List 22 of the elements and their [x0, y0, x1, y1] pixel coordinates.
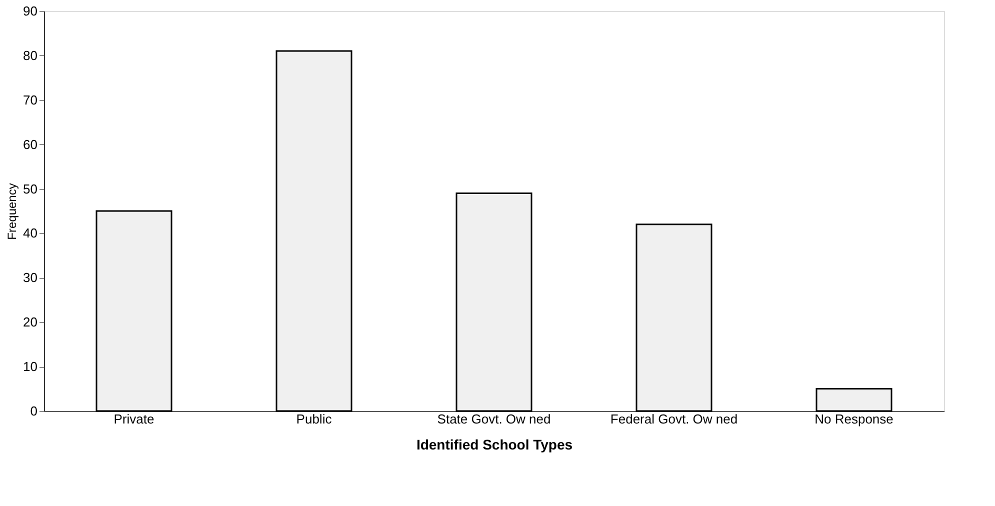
y-tick-label: 0 [30, 404, 38, 418]
y-axis-title: Frequency [5, 183, 20, 240]
y-tick-label: 40 [23, 226, 38, 241]
y-tick-label: 60 [23, 136, 38, 152]
y-tick-label: 50 [23, 181, 38, 196]
x-tick-label: Federal Govt. Ow ned [610, 412, 738, 426]
x-axis-title: Identified School Types [416, 436, 573, 452]
bar [96, 210, 172, 412]
y-tick-label: 70 [23, 92, 38, 108]
y-tick-label: 30 [23, 270, 38, 286]
y-tick-label: 10 [23, 359, 38, 374]
bar [456, 192, 532, 412]
x-tick-label: Public [296, 412, 332, 426]
x-tick-label: State Govt. Ow ned [437, 412, 551, 426]
bar [816, 388, 892, 412]
x-tick-label: No Response [814, 412, 894, 426]
y-tick-label: 90 [23, 4, 38, 18]
bar [636, 224, 712, 412]
y-tick-label: 20 [23, 314, 38, 330]
y-tick-label: 80 [23, 48, 38, 63]
x-tick-label: Private [114, 412, 154, 426]
bar [276, 50, 352, 412]
